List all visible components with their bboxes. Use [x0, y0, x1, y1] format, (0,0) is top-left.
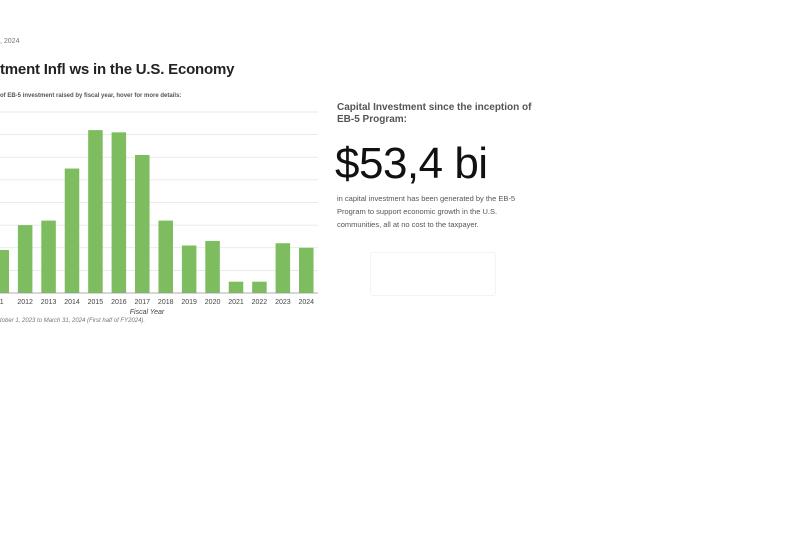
empty-card: [370, 252, 496, 296]
chart-x-ticks: 1 2012 2013 2014 2015 2016 2017 2018 2019 2020 202…: [0, 299, 314, 306]
bar-2015[interactable]: [88, 130, 103, 293]
bar-chart: 1 2012 2013 2014 2015 2016 2017 2018 2019 2020 202…: [0, 111, 318, 316]
x-tick-2018: 2018: [158, 299, 174, 306]
stat-value: $53,4 bi: [335, 139, 488, 188]
stat-label: Capital Investment since the inception o…: [337, 102, 532, 125]
bar-2013[interactable]: [41, 220, 56, 293]
bar-2018[interactable]: [158, 220, 173, 293]
chart-bars[interactable]: [0, 130, 314, 293]
bar-1[interactable]: [0, 250, 9, 293]
x-tick-2012: 2012: [17, 299, 33, 306]
x-tick-2022: 2022: [252, 299, 268, 306]
x-tick-2014: 2014: [64, 299, 80, 306]
bar-2022[interactable]: [252, 281, 267, 293]
bar-2020[interactable]: [205, 240, 220, 293]
footnote: tober 1, 2023 to March 31, 2024 (First h…: [0, 318, 146, 324]
x-tick-2023: 2023: [275, 299, 291, 306]
bar-2024[interactable]: [299, 247, 314, 293]
bar-2016[interactable]: [111, 132, 127, 293]
x-tick-2015: 2015: [88, 299, 104, 306]
bar-2023[interactable]: [275, 243, 291, 293]
bar-2012[interactable]: [17, 225, 33, 293]
stat-description: in capital investment has been generated…: [337, 194, 516, 229]
bar-2017[interactable]: [135, 154, 150, 293]
last-updated: , 2024: [0, 38, 20, 45]
x-tick-2020: 2020: [205, 299, 221, 306]
chart-title: tment Infl ws in the U.S. Economy: [0, 61, 235, 78]
bar-2014[interactable]: [64, 168, 80, 293]
x-tick-2021: 2021: [228, 299, 244, 306]
bar-2019[interactable]: [181, 245, 197, 293]
x-tick-1: 1: [0, 299, 4, 306]
x-tick-2019: 2019: [181, 299, 197, 306]
x-tick-2013: 2013: [41, 299, 57, 306]
x-axis-label: Fiscal Year: [130, 309, 165, 316]
x-tick-2024: 2024: [298, 299, 314, 306]
x-tick-2017: 2017: [134, 299, 150, 306]
bar-2021[interactable]: [228, 281, 244, 293]
chart-subtitle: of EB-5 investment raised by fiscal year…: [0, 93, 182, 99]
x-tick-2016: 2016: [111, 299, 127, 306]
